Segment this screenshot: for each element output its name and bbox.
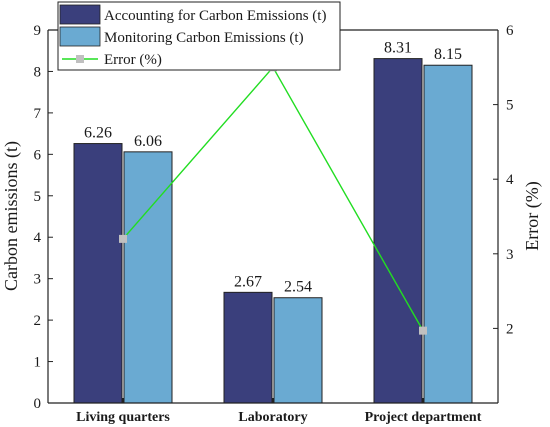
y2-tick-label: 5 [506, 98, 514, 114]
bar-monitoring-1 [273, 297, 323, 404]
data-label-monitoring-0: 6.06 [134, 133, 162, 150]
y2-tick-label: 6 [506, 23, 514, 39]
x-tick-label: Project department [365, 410, 482, 425]
y-tick-label: 0 [34, 396, 42, 412]
data-label-accounting-0: 6.26 [84, 125, 112, 142]
x-tick-label: Living quarters [76, 410, 170, 425]
legend-label-accounting: Accounting for Carbon Emissions (t) [104, 8, 326, 24]
plot-area [48, 30, 498, 403]
y2-tick-label: 4 [506, 172, 514, 188]
bar-labels-group: 6.26 2.67 8.31 6.06 2.54 8.15 [84, 40, 462, 296]
legend-swatch-monitoring [59, 26, 101, 47]
bars-group [73, 58, 473, 404]
data-label-accounting-2: 8.31 [384, 40, 412, 57]
data-label-monitoring-1: 2.54 [284, 279, 312, 296]
data-label-monitoring-2: 8.15 [434, 46, 462, 63]
y-tick-label: 5 [34, 189, 42, 205]
y2-tick-label: 2 [506, 321, 514, 337]
y-tick-label: 1 [34, 355, 42, 371]
bar-accounting-1 [223, 291, 273, 404]
y-tick-label: 4 [34, 230, 42, 246]
y-tick-label: 7 [34, 106, 42, 122]
legend: Accounting for Carbon Emissions (t) Monit… [57, 1, 341, 71]
legend-box [57, 1, 341, 71]
legend-swatch-accounting [59, 4, 101, 25]
y-tick-label: 6 [34, 147, 42, 163]
plot-background [48, 30, 498, 403]
y2-axis-label: Error (%) [522, 181, 543, 250]
y-tick-label: 8 [34, 64, 42, 80]
error-point-0 [119, 234, 127, 243]
legend-label-error: Error (%) [104, 52, 162, 68]
x-tick-label: Laboratory [238, 410, 307, 425]
y2-tick-label: 3 [506, 247, 514, 263]
bar-accounting-2 [373, 58, 423, 404]
error-point-2 [419, 326, 427, 335]
bar-accounting-0 [73, 143, 123, 404]
y-tick-label: 2 [34, 313, 42, 329]
y-tick-label: 3 [34, 272, 42, 288]
data-label-accounting-1: 2.67 [234, 273, 262, 290]
bar-monitoring-0 [123, 151, 173, 404]
legend-label-monitoring: Monitoring Carbon Emissions (t) [104, 30, 304, 46]
legend-swatch-error-marker [76, 55, 84, 63]
axes-group: 0 1 2 3 4 5 6 7 8 9 2 3 4 5 6 Living quarters Laboratory… [34, 23, 515, 425]
y-tick-label: 9 [34, 23, 42, 39]
bar-monitoring-2 [423, 64, 473, 404]
y-axis-label: Carbon emissions (t) [1, 141, 22, 291]
